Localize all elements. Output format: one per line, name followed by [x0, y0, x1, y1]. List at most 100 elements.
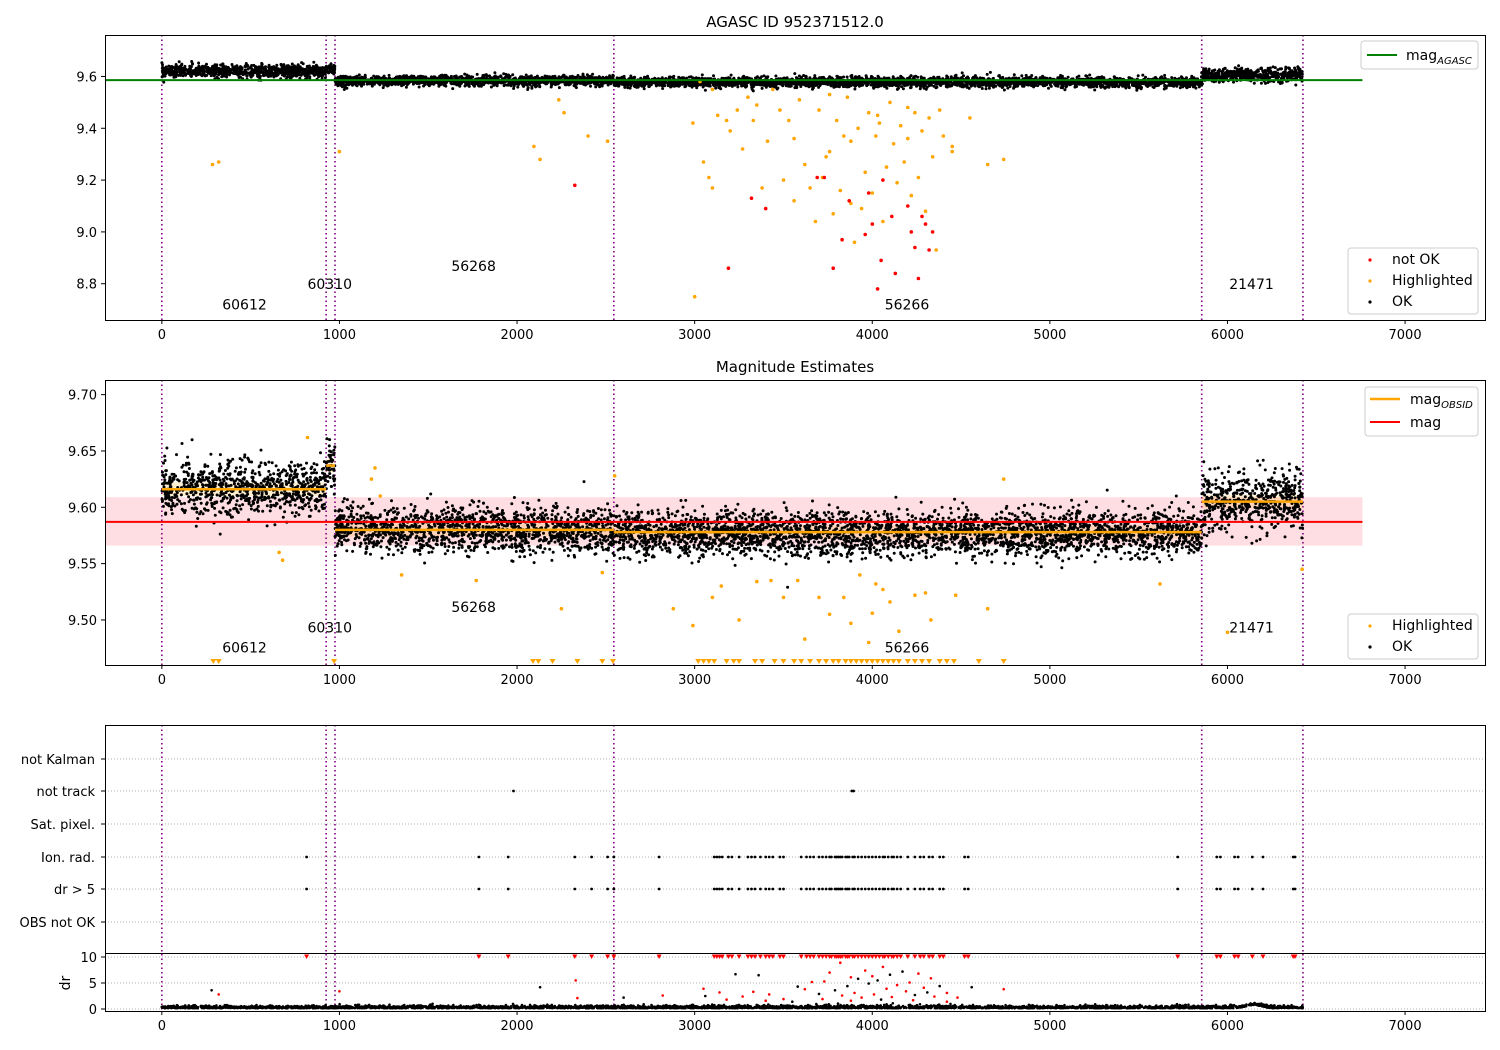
agasc-ok-point: [205, 62, 208, 66]
agasc-ok-point: [980, 87, 984, 90]
agasc-ok-point: [327, 64, 331, 68]
agasc-ok-point: [244, 62, 248, 65]
agasc-ok-point: [360, 81, 363, 85]
agasc-ok-point: [1002, 82, 1006, 86]
agasc-ok-point: [960, 71, 964, 75]
agasc-ok-point: [292, 64, 296, 68]
agasc-ok-point: [492, 81, 496, 85]
agasc-ok-point: [1139, 87, 1143, 91]
agasc-ok-point: [284, 71, 288, 74]
agasc-ok-point: [1127, 86, 1131, 90]
agasc-ok-point: [937, 75, 941, 79]
agasc-ok-point: [167, 64, 171, 68]
agasc-ok-point: [249, 75, 253, 79]
agasc-ok-point: [972, 76, 976, 80]
agasc-ok-point: [305, 70, 309, 74]
agasc-ok-point: [741, 81, 745, 85]
agasc-ok-point: [231, 65, 235, 69]
agasc-ok-point: [493, 71, 497, 75]
agasc-ok-point: [219, 63, 223, 67]
agasc-ok-point: [298, 70, 302, 74]
agasc-ok-point: [333, 68, 337, 72]
agasc-ok-point: [179, 68, 183, 72]
agasc-ok-point: [876, 74, 880, 78]
agasc-ok-point: [438, 82, 442, 86]
agasc-ok-point: [475, 72, 479, 76]
agasc-ok-point: [813, 74, 817, 78]
agasc-ok-point: [661, 87, 665, 90]
agasc-ok-point: [502, 84, 506, 88]
agasc-ok-point: [700, 73, 704, 77]
agasc-ok-point: [1047, 86, 1050, 90]
agasc-ok-point: [197, 61, 201, 65]
agasc-ok-point: [274, 70, 278, 74]
agasc-ok-point: [344, 74, 347, 78]
agasc-ok-point: [285, 75, 289, 79]
agasc-ok-point: [1088, 73, 1092, 77]
agasc-ok-point: [557, 86, 561, 90]
agasc-ok-point: [433, 75, 437, 79]
agasc-ok-point: [845, 75, 849, 79]
agasc-ok-point: [339, 83, 343, 87]
agasc-ok-point: [196, 71, 200, 75]
agasc-ok-point: [793, 72, 797, 76]
agasc-ok-point: [355, 84, 359, 88]
agasc-ok-point: [260, 61, 264, 65]
agasc-ok-point: [828, 75, 832, 79]
agasc-ok-point: [273, 73, 277, 77]
agasc-ok-point: [336, 84, 340, 88]
agasc-ok-point: [595, 82, 599, 86]
agasc-ok-point: [557, 75, 561, 79]
agasc-ok-point: [683, 85, 687, 89]
agasc-ok-point: [210, 66, 214, 70]
agasc-ok-point: [505, 83, 509, 87]
agasc-ok-point: [312, 73, 316, 76]
agasc-ok-point: [404, 85, 408, 89]
agasc-ok-point: [296, 69, 300, 73]
agasc-ok-point: [320, 66, 324, 70]
agasc-ok-point: [781, 84, 785, 88]
agasc-ok-point: [386, 83, 390, 87]
agasc-ok-point: [988, 70, 992, 74]
agasc-ok-point: [160, 61, 164, 65]
agasc-ok-point: [984, 87, 988, 91]
agasc-ok-point: [522, 84, 526, 88]
agasc-panel: AGASC ID 952371512.0 6061260310562685626…: [76, 13, 1486, 343]
agasc-ok-point: [390, 83, 394, 87]
agasc-ok-point: [202, 68, 206, 72]
agasc-ok-point: [485, 74, 489, 78]
agasc-ok-point: [473, 83, 477, 87]
agasc-ok-point: [301, 71, 305, 75]
agasc-ok-point: [214, 66, 217, 70]
agasc-ok-point: [322, 69, 326, 73]
agasc-ok-point: [395, 76, 399, 79]
agasc-ok-point: [505, 74, 509, 78]
agasc-ok-point: [215, 75, 219, 79]
agasc-ok-point: [529, 74, 533, 78]
agasc-ok-point: [1049, 84, 1053, 88]
agasc-ok-point: [298, 67, 302, 71]
agasc-ok-point: [161, 68, 165, 72]
agasc-ok-point: [522, 76, 526, 79]
agasc-ok-point: [538, 84, 542, 88]
agasc-ok-point: [209, 74, 213, 78]
agasc-ok-point: [341, 76, 345, 80]
agasc-ok-point: [865, 81, 869, 85]
agasc-ok-point: [393, 80, 397, 84]
agasc-ok-point: [220, 72, 224, 76]
agasc-ok-point: [225, 69, 229, 73]
agasc-ok-point: [266, 75, 270, 78]
agasc-ok-point: [409, 76, 413, 80]
agasc-ok-point: [516, 85, 520, 89]
agasc-ok-point: [508, 75, 512, 78]
agasc-ok-point: [687, 75, 691, 79]
agasc-ok-point: [703, 88, 707, 92]
agasc-ok-point: [489, 85, 493, 89]
agasc-ok-point: [512, 84, 516, 88]
agasc-ok-point: [317, 70, 321, 74]
agasc-ok-point: [1020, 74, 1024, 78]
agasc-ok-point: [262, 71, 266, 75]
agasc-ok-point: [308, 75, 312, 79]
agasc-ok-point: [242, 72, 246, 76]
agasc-ok-point: [452, 82, 456, 86]
